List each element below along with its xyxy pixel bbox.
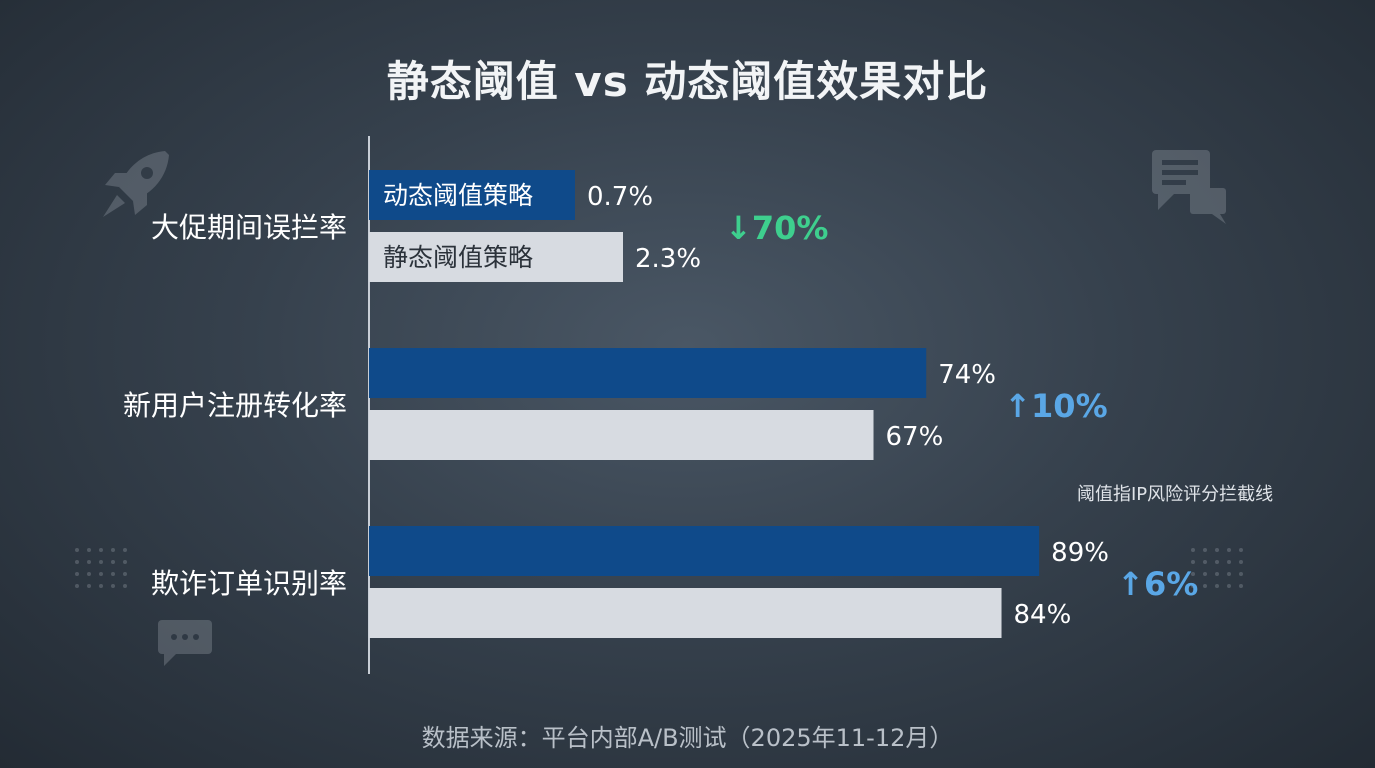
series-name-label: 静态阈值策略 xyxy=(383,243,533,272)
dot-grid-decoration-right xyxy=(1191,548,1243,588)
bar xyxy=(369,232,623,282)
value-label: 74% xyxy=(938,360,996,390)
series-name-label: 动态阈值策略 xyxy=(383,181,533,210)
bar xyxy=(369,348,927,398)
category-label: 大促期间误拦率 xyxy=(151,211,347,244)
dot-grid-decoration xyxy=(75,548,127,588)
rocket-icon xyxy=(103,151,169,217)
value-label: 84% xyxy=(1014,600,1072,630)
bar xyxy=(369,170,575,220)
value-label: 0.7% xyxy=(587,182,653,212)
bar xyxy=(369,588,1002,638)
bar xyxy=(369,526,1040,576)
change-indicator: ↓70% xyxy=(725,209,828,247)
category-label: 新用户注册转化率 xyxy=(123,389,347,422)
message-icon xyxy=(158,620,212,666)
chat-bubbles-icon xyxy=(1152,150,1226,224)
value-label: 89% xyxy=(1051,538,1109,568)
change-indicator: ↑6% xyxy=(1117,565,1198,603)
category-label: 欺诈订单识别率 xyxy=(151,567,347,600)
value-label: 67% xyxy=(886,422,944,452)
value-label: 2.3% xyxy=(635,244,701,274)
chart-title: 静态阈值 vs 动态阈值效果对比 xyxy=(386,57,989,106)
data-source-note: 数据来源：平台内部A/B测试（2025年11-12月） xyxy=(421,724,954,752)
threshold-note: 阈值指IP风险评分拦截线 xyxy=(1077,484,1274,505)
bar xyxy=(369,410,874,460)
change-indicator: ↑10% xyxy=(1004,387,1107,425)
